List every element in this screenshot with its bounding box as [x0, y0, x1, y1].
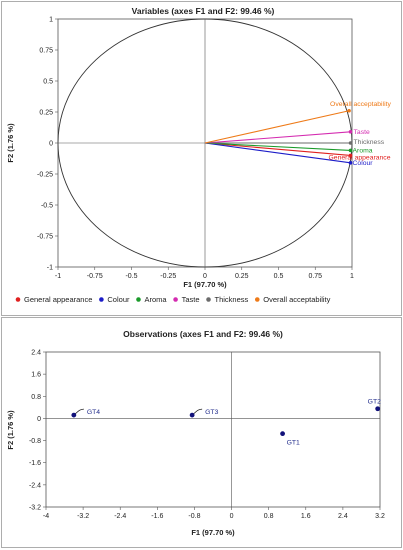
y-tick-label: 0: [49, 141, 53, 148]
legend-label: Taste: [182, 295, 200, 304]
legend-marker: [173, 297, 178, 302]
x-tick-label: -1.6: [151, 513, 163, 520]
observation-label: GT1: [287, 440, 300, 447]
variables-x-axis-label: F1 (97.70 %): [183, 280, 227, 289]
y-tick-label: -0.5: [41, 203, 53, 210]
y-tick-label: 0.5: [43, 79, 53, 86]
x-tick-label: -0.25: [160, 273, 176, 280]
variable-vector-tip: [348, 130, 353, 134]
y-tick-label: 0.25: [39, 110, 53, 117]
y-tick-label: -1.6: [29, 460, 41, 467]
x-tick-label: -3.2: [77, 513, 89, 520]
x-tick-label: 0.8: [264, 513, 274, 520]
variable-vector-line: [204, 142, 351, 164]
variables-chart-title: Variables (axes F1 and F2: 99.46 %): [132, 6, 275, 16]
x-tick-label: -0.5: [125, 273, 137, 280]
variable-vector-label: Taste: [354, 129, 370, 136]
y-tick-label: 0.8: [31, 394, 41, 401]
x-tick-label: 3.2: [375, 513, 385, 520]
y-tick-label: 0.75: [39, 48, 53, 55]
observations-y-ticks: 2.4 1.6 0.8 0 -0.8 -1.6 -2.4 -3.2: [29, 350, 46, 512]
observations-zero-lines: [46, 352, 380, 507]
observation-label: GT4: [87, 409, 100, 416]
legend-marker: [15, 297, 21, 302]
x-tick-label: -4: [43, 513, 49, 520]
variable-vector-tip: [348, 153, 353, 158]
observation-point: [189, 412, 195, 418]
legend-marker: [99, 297, 104, 302]
variables-y-ticks: 1 0.75 0.5 0.25 0 -0.25 -0.5 -0.75 -1: [37, 17, 58, 272]
y-tick-label: -3.2: [29, 505, 41, 512]
legend-label: Thickness: [215, 295, 249, 304]
y-tick-label: 2.4: [31, 350, 41, 357]
x-tick-label: -0.8: [188, 513, 200, 520]
legend-marker: [254, 297, 260, 302]
y-tick-label: 0: [37, 416, 41, 423]
x-tick-label: 1: [350, 273, 354, 280]
variable-vector-label: Thickness: [354, 139, 385, 146]
x-tick-label: 0.25: [235, 273, 249, 280]
observations-y-axis-label: F2 (1.76 %): [6, 410, 15, 450]
variables-y-axis-label: F2 (1.76 %): [6, 123, 15, 163]
variable-vector-line: [204, 131, 351, 144]
observations-panel-frame: [1, 317, 402, 548]
observation-label: GT3: [205, 409, 218, 416]
y-tick-label: -0.75: [37, 234, 53, 241]
variable-vector-tip: [348, 161, 353, 165]
variable-vector-line: [204, 142, 351, 156]
x-tick-label: -2.4: [114, 513, 126, 520]
x-tick-label: 0.5: [274, 273, 284, 280]
y-tick-label: 1: [49, 17, 53, 24]
variable-vector-tip: [347, 108, 351, 113]
x-tick-label: -1: [55, 273, 61, 280]
variable-vector-label: General appearance: [329, 154, 391, 161]
legend-marker: [206, 297, 211, 302]
variables-panel-frame: [1, 1, 402, 316]
x-tick-label: 0: [203, 273, 207, 280]
variable-vector-line: [204, 110, 350, 144]
observations-plot-area: [45, 351, 381, 508]
x-tick-label: 1.6: [301, 513, 311, 520]
variable-vector-label: Aroma: [353, 147, 373, 154]
y-tick-label: 1.6: [31, 372, 41, 379]
variables-x-ticks: -1 -0.75 -0.5 -0.25 0 0.25 0.5 0.75 1: [55, 267, 354, 280]
legend-marker: [136, 297, 141, 302]
observation-points: GT1 GT2 GT3 GT4: [71, 399, 381, 447]
observation-point: [375, 406, 381, 412]
legend-label: Overall acceptability: [263, 295, 330, 304]
variable-vector-label: Overall acceptability: [330, 101, 391, 108]
y-tick-label: -0.8: [29, 438, 41, 445]
variable-vector-tip: [348, 148, 353, 153]
x-tick-label: -0.75: [87, 273, 103, 280]
variable-vector-label: Colour: [353, 160, 374, 167]
y-tick-label: -2.4: [29, 482, 41, 489]
variable-vector-line: [204, 142, 351, 151]
x-tick-label: 0.75: [308, 273, 322, 280]
legend-label: Aroma: [144, 295, 167, 304]
variables-legend: General appearance Colour Aroma Taste Thickn…: [15, 295, 331, 304]
x-tick-label: 2.4: [338, 513, 348, 520]
observations-x-ticks: -4 -3.2 -2.4 -1.6 -0.8 0 0.8 1.6 2.4 3.2: [43, 507, 385, 520]
observation-label: GT2: [368, 399, 381, 406]
x-tick-label: 0: [230, 513, 234, 520]
observations-x-axis-label: F1 (97.70 %): [191, 528, 235, 537]
legend-label: Colour: [107, 295, 130, 304]
observations-chart-title: Observations (axes F1 and F2: 99.46 %): [123, 329, 283, 339]
y-tick-label: -0.25: [37, 172, 53, 179]
variable-vector-tip: [348, 141, 353, 145]
y-tick-label: -1: [47, 265, 53, 272]
legend-label: General appearance: [24, 295, 92, 304]
observation-point: [280, 431, 285, 437]
observation-point: [71, 412, 77, 418]
